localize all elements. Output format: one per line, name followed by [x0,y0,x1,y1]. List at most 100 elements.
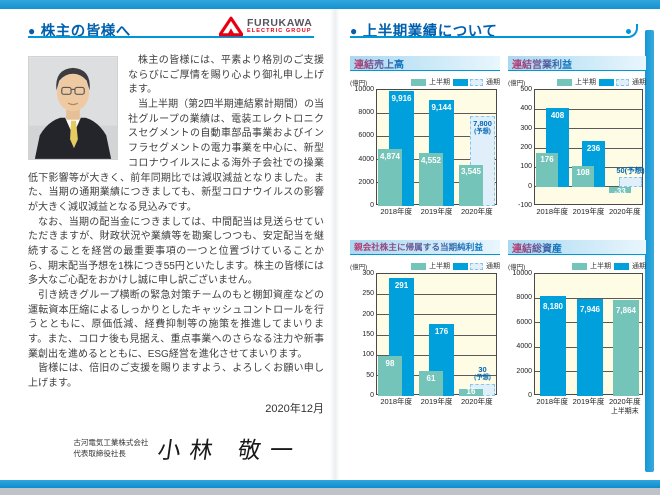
legend-forecast-swatch [470,262,483,270]
president-title: 代表取締役社長 [73,449,126,458]
bar-half-year [459,389,483,396]
chart-meta: (億円) 上半期 通期 [350,258,500,271]
gridline [377,293,496,295]
letter-paragraph: 引き続きグループ横断の緊急対策チームのもと棚卸資産などの運転資本圧縮によるしっか… [28,290,324,360]
bar-value-label: -33 [614,187,626,197]
chart-title: 連結売上高 [350,56,500,71]
bar-h1 [613,300,639,396]
y-axis-tick-label: 200 [520,144,532,151]
president-photo [28,56,118,160]
y-axis-tick-label: 6000 [516,318,532,326]
legend-halfyear-swatch [411,262,426,270]
y-axis-tick-label: 200 [362,310,374,318]
chart-meta: (億円) 上半期 通期 [508,258,646,271]
furukawa-logo: FURUKAWA ELECTRIC GROUP [219,16,312,37]
legend-halfyear-swatch [411,78,426,86]
page-gutter [330,9,340,480]
x-axis-tick-label: 2018年度 [380,207,412,216]
chart-legend: 上半期 通期 [572,261,646,271]
x-axis-tick-label: 2018年度 [380,397,412,406]
legend-fullyear-label: 通期 [486,79,500,86]
chart-title: 連結営業利益 [508,56,646,71]
chart-legend: 上半期 通期 [411,77,500,87]
legend-fullyear-swatch [453,78,468,86]
chart-plot-area: 0 2000 4000 6000 8000 10000 8,180 7,946 7,864 [513,270,643,399]
y-axis-tick-label: 0 [370,392,374,399]
letter-paragraph: 皆様には、倍旧のご支援を賜りますよう、よろしくお願い申し上げます。 [28,363,324,390]
legend-halfyear-label: 上半期 [429,79,450,86]
x-axis-tick-label: 2018年度 [536,397,568,406]
bar-value-label: 3,545 [460,167,482,177]
x-axis-tick-label: 2019年度 [572,207,605,216]
legend-fullyear-swatch [614,262,629,270]
company-name: 古河電気工業株式会社 [73,437,149,447]
y-axis-tick-label: 100 [362,351,374,359]
x-axis-labels: 2018年度 2019年度 2020年度 上半期末 [534,397,643,416]
chart-meta: (億円) 上半期 通期 [508,74,646,87]
bar-value-label: 236 [586,144,601,154]
x-axis-tick-label: 2019年度 [420,207,453,216]
bar-value-label: 30 (予想) [474,364,491,382]
gridline [535,297,642,299]
chart-legend: 上半期 通期 [411,261,500,271]
x-axis-tick-label: 2019年度 [420,397,453,406]
x-axis-tick-label: 2020年度 [460,397,493,406]
bar-full [577,299,603,396]
bar-half-year [609,186,631,194]
bar-half-year [572,165,594,187]
furukawa-triangle-icon [219,16,243,37]
y-axis-tick-label: 2000 [516,367,532,375]
bar-half-year [378,149,402,206]
legend-halfyear-label: 上半期 [590,263,611,270]
chart-unit-label: (億円) [508,264,526,271]
bar-value-label: 7,800 (予想) [473,118,492,136]
x-axis-tick-label: 2020年度 上半期末 [608,397,641,415]
y-axis-tick-label: 300 [362,270,374,277]
y-axis-tick-label: 100 [520,163,532,171]
bar-half-year [536,152,558,187]
chart-title: 連結総資産 [508,240,646,255]
legend-fullyear-swatch [599,78,614,86]
header-bullet-icon: ● [28,23,36,38]
chart-unit-label: (億円) [350,264,368,271]
chart-plot-area: -100 0 100 200 300 400 500 408 176 236 108 50(予想) -3… [518,86,645,209]
y-axis-tick-label: 10000 [354,86,374,93]
chart-title: 親会社株主に帰属する当期純利益 [350,240,500,255]
legend-halfyear-label: 上半期 [575,79,596,86]
y-axis-tick-label: 2000 [358,178,374,186]
legend-forecast-swatch [470,78,483,86]
bar-value-label: 4,552 [420,155,442,165]
y-axis-tick-label: 8000 [358,109,374,117]
legend-forecast-swatch [616,78,629,86]
bar-value-label: 7,946 [579,305,601,315]
bottom-edge-band [0,480,660,488]
y-axis-tick-label: 50 [366,371,374,379]
bar-full-year-forecast [619,177,642,187]
chart-2: 連結営業利益 (億円) 上半期 通期 -100 0 100 200 300 400 500 408 17… [508,56,646,216]
right-edge-band [645,30,654,472]
gridline [535,128,642,130]
letter-date: 2020年12月 [265,403,324,415]
bar-half-year [378,356,402,396]
president-signature: 小林 敬一 [156,438,305,464]
x-axis-tick-label: 2020年度 [460,207,493,216]
y-axis-tick-label: 0 [528,392,532,399]
bar-full [540,296,566,396]
y-axis-tick-label: 4000 [358,155,374,163]
bar-value-label: 7,864 [615,306,637,316]
chart-unit-label: (億円) [508,80,526,87]
x-axis-labels: 2018年度 2019年度 2020年度 [376,397,497,406]
top-edge-band [0,0,660,9]
logo-sub-text: ELECTRIC GROUP [247,28,312,35]
y-axis-tick-label: 250 [362,290,374,298]
x-axis-tick-label: 2019年度 [572,397,605,406]
bottom-gray-strip [0,488,660,495]
bar-value-label: 8,180 [542,302,564,312]
signature-block: 古河電気工業株式会社 代表取締役社長 小林 敬一 [50,431,326,465]
y-axis-tick-label: 0 [528,182,532,190]
chart-unit-label: (億円) [350,80,368,87]
letter-body: 株主の皆様には、平素より格別のご支援ならびにご厚情を賜り心より御礼申し上げます。… [28,54,324,404]
chart-meta: (億円) 上半期 通期 [350,74,500,87]
legend-halfyear-label: 上半期 [429,263,450,270]
letter-paragraph: なお、当期の配当金につきましては、中間配当は見送らせていただきますが、財政状況や… [28,216,324,287]
